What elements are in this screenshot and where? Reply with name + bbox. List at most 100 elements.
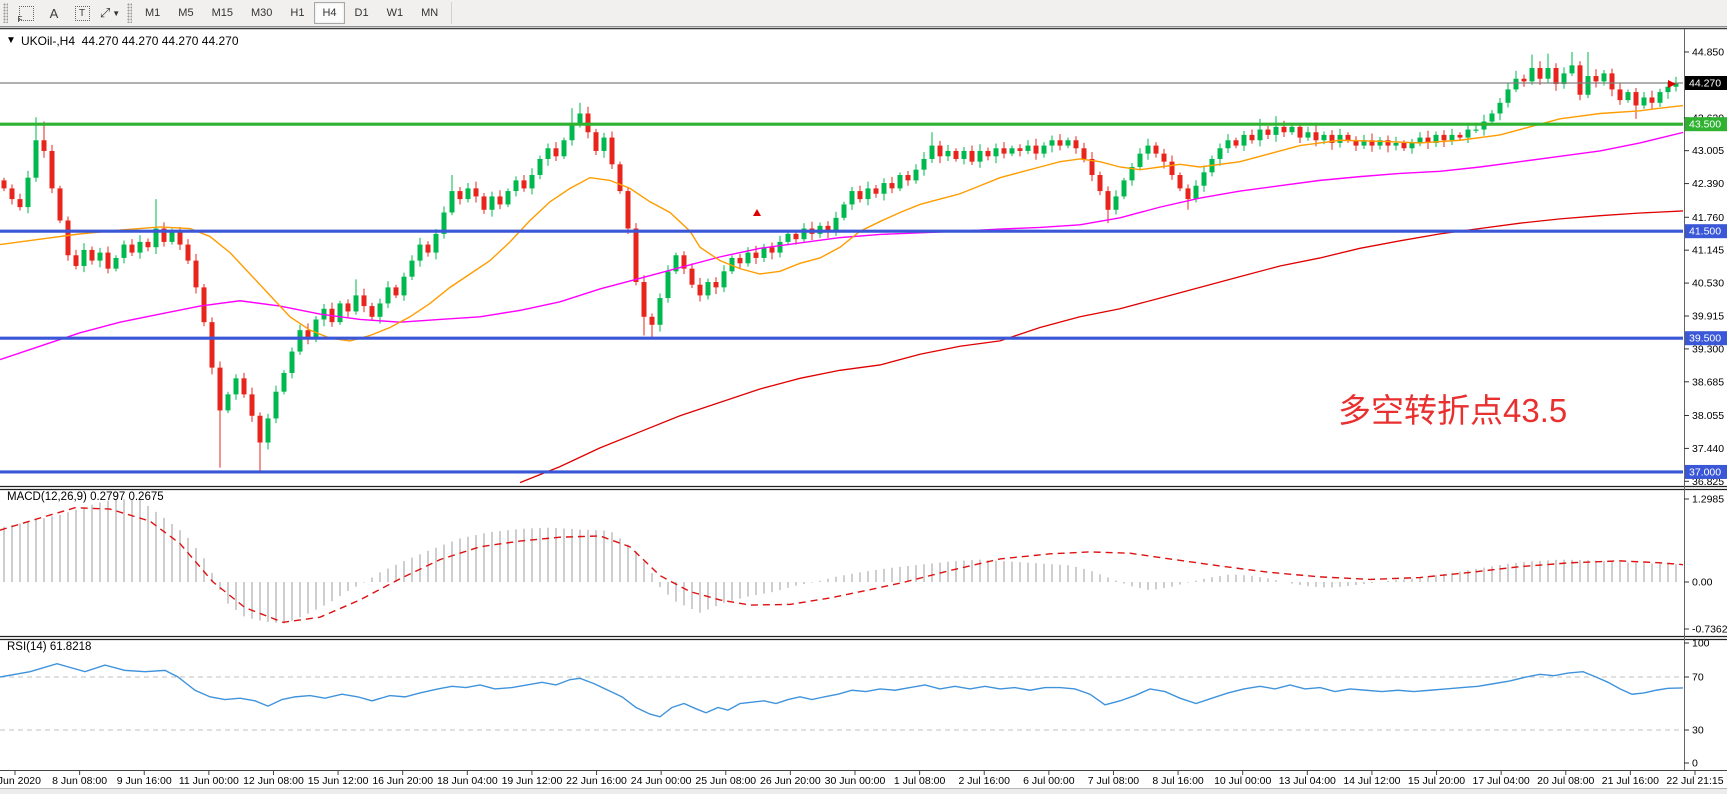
candle [929, 145, 935, 159]
candle [1017, 148, 1023, 151]
candle [593, 132, 599, 151]
candle [137, 241, 143, 253]
candle [1433, 134, 1439, 143]
candle [1385, 140, 1391, 146]
candle [905, 175, 911, 181]
candle [897, 175, 903, 189]
grid-f-icon[interactable]: F [13, 1, 39, 25]
candle [649, 316, 655, 325]
price-badge-label: 41.500 [1689, 226, 1721, 238]
time-tick-label: 15 Jun 12:00 [308, 775, 369, 787]
candle [33, 140, 39, 178]
candle [1593, 76, 1599, 82]
price-tick-label: 39.300 [1692, 343, 1724, 355]
candle [1601, 73, 1607, 82]
price-tick-label: 40.530 [1692, 278, 1724, 290]
time-tick-label: 8 Jul 16:00 [1152, 775, 1204, 787]
time-tick-label: 5 Jun 2020 [0, 775, 41, 787]
time-axis: 5 Jun 2020 8 Jun 08:00 9 Jun 16:00 11 Jun 0… [0, 771, 1724, 787]
candle [1441, 134, 1447, 141]
text-a-icon[interactable]: A [41, 1, 67, 25]
candle [169, 231, 175, 242]
candle [1673, 83, 1679, 87]
candle [1521, 78, 1527, 82]
candle [193, 260, 199, 288]
candle [1617, 89, 1623, 101]
candle [1489, 113, 1495, 122]
candle [1129, 166, 1135, 181]
candle [825, 225, 831, 232]
timeframe-button-mn[interactable]: MN [421, 7, 439, 19]
cursor-arrows-icon[interactable]: ⤢ ▼ [97, 1, 123, 25]
candle [377, 303, 383, 317]
candle [1033, 145, 1039, 154]
price-tick-label: 42.390 [1692, 178, 1724, 190]
candle [361, 295, 367, 307]
candle [129, 244, 135, 253]
timeframe-button-w1[interactable]: W1 [386, 7, 404, 19]
candle [1337, 134, 1343, 143]
candle [1057, 140, 1063, 146]
time-tick-label: 20 Jul 08:00 [1537, 775, 1594, 787]
candle [713, 282, 719, 288]
candle [657, 298, 663, 325]
time-tick-label: 1 Jul 08:00 [894, 775, 946, 787]
time-tick-label: 7 Jul 08:00 [1088, 775, 1140, 787]
candle [737, 257, 743, 264]
candle [1585, 76, 1591, 95]
candle [1457, 134, 1463, 138]
candle [1505, 89, 1511, 103]
candle [505, 191, 511, 205]
timeframe-button-m5[interactable]: M5 [178, 7, 194, 19]
candle [185, 244, 191, 261]
candle [969, 150, 975, 162]
candle [545, 148, 551, 159]
candle [1089, 158, 1095, 176]
candle [297, 330, 303, 352]
timeframe-button-h1[interactable]: H1 [290, 7, 305, 19]
candle [873, 188, 879, 194]
chevron-down-icon: ▼ [112, 8, 121, 18]
time-tick-label: 22 Jun 16:00 [566, 775, 627, 787]
toolbar-grip[interactable] [127, 3, 132, 23]
candle [233, 378, 239, 395]
timeframe-button-h4[interactable]: H4 [314, 2, 345, 24]
toolbar-grip[interactable] [3, 3, 8, 23]
candle [1281, 126, 1287, 133]
candle [617, 164, 623, 192]
candle [481, 196, 487, 210]
candle [1345, 134, 1351, 141]
candle [697, 284, 703, 296]
candle [1625, 92, 1631, 101]
candle [1649, 97, 1655, 103]
timeframe-button-m30[interactable]: M30 [250, 7, 273, 19]
candle [289, 351, 295, 373]
candle [529, 175, 535, 189]
price-tick-label: 41.145 [1692, 245, 1724, 257]
text-box-icon[interactable]: T [69, 1, 95, 25]
timeframe-button-d1[interactable]: D1 [354, 7, 369, 19]
price-axis: 44.85043.62043.00542.39041.76041.14540.5… [1684, 46, 1727, 770]
candle [937, 145, 943, 157]
candle [25, 177, 31, 208]
macd-indicator-label: MACD(12,26,9) 0.2797 0.2675 [7, 491, 164, 503]
candle [1273, 126, 1279, 135]
candle [89, 249, 95, 261]
candle [1097, 175, 1103, 192]
timeframe-button-m15[interactable]: M15 [211, 7, 233, 19]
timeframe-button-m1[interactable]: M1 [145, 7, 161, 19]
candle [1513, 78, 1519, 90]
candle [753, 252, 759, 258]
candle [1233, 140, 1239, 146]
candle [305, 330, 311, 339]
ma-slow-red-line [519, 210, 1683, 484]
candle [881, 183, 887, 194]
candle [681, 255, 687, 269]
symbol-dropdown-icon[interactable]: ▼ [6, 35, 16, 46]
window-bottom-strip [0, 789, 1727, 794]
chart-annotation-text: 多空转折点43.5 [1338, 392, 1568, 429]
candle [1041, 145, 1047, 154]
candle [409, 260, 415, 277]
